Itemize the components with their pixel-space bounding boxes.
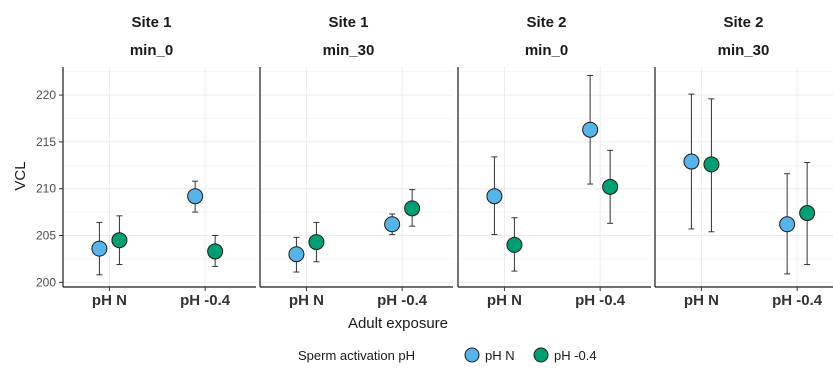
point-ph-minus-0-4-ph-minus-0-4 — [404, 200, 421, 217]
point-ph-n-ph-minus-0-4 — [703, 156, 720, 173]
y-tick-label: 215 — [36, 135, 56, 149]
point-ph-n-ph-minus-0-4 — [111, 232, 128, 249]
point-ph-n-ph-minus-0-4 — [308, 234, 325, 251]
strip-title-top: Site 2 — [723, 14, 763, 31]
labels-layer: Site 1 min_0 pH N pH -0.4 Site 1 min_30 pH N pH… — [36, 14, 823, 309]
legend-key-ph-minus-0-4 — [533, 347, 549, 363]
point-ph-n-ph-n — [683, 153, 700, 170]
x-axis-title: Adult exposure — [348, 315, 448, 332]
points-layer — [91, 121, 816, 263]
point-ph-minus-0-4-ph-n — [779, 216, 796, 233]
strip-title-bottom: min_30 — [718, 42, 770, 59]
x-tick-label: pH -0.4 — [575, 292, 626, 309]
errorbar-layer — [96, 74, 811, 276]
x-tick-label: pH N — [487, 292, 522, 309]
point-ph-minus-0-4-ph-minus-0-4 — [799, 205, 816, 222]
strip-title-top: Site 1 — [328, 14, 368, 31]
strip-title-bottom: min_0 — [130, 42, 173, 59]
point-ph-minus-0-4-ph-n — [582, 121, 599, 138]
x-tick-label: pH N — [289, 292, 324, 309]
grid-layer — [63, 67, 833, 287]
y-tick-label: 220 — [36, 88, 56, 102]
x-tick-label: pH -0.4 — [180, 292, 231, 309]
x-tick-label: pH N — [92, 292, 127, 309]
y-tick-label: 210 — [36, 182, 56, 196]
x-tick-label: pH -0.4 — [377, 292, 428, 309]
y-axis-title: VCL — [12, 161, 29, 190]
x-tick-label: pH -0.4 — [772, 292, 823, 309]
strip-title-bottom: min_30 — [323, 42, 375, 59]
strip-title-top: Site 2 — [526, 14, 566, 31]
y-tick-label: 205 — [36, 229, 56, 243]
point-ph-n-ph-n — [288, 246, 305, 263]
strip-title-top: Site 1 — [131, 14, 171, 31]
point-ph-n-ph-n — [486, 188, 503, 205]
point-ph-n-ph-n — [91, 240, 108, 257]
axes-layer — [59, 67, 833, 291]
legend-label-ph-n: pH N — [485, 348, 515, 363]
point-ph-n-ph-minus-0-4 — [506, 236, 523, 253]
point-ph-minus-0-4-ph-n — [187, 188, 204, 205]
legend-title: Sperm activation pH — [298, 348, 415, 363]
point-ph-minus-0-4-ph-n — [384, 216, 401, 233]
legend-label-ph-minus-0-4: pH -0.4 — [554, 348, 597, 363]
point-ph-minus-0-4-ph-minus-0-4 — [207, 243, 224, 260]
y-tick-label: 200 — [36, 275, 56, 289]
legend-key-ph-n — [464, 347, 480, 363]
point-ph-minus-0-4-ph-minus-0-4 — [602, 178, 619, 195]
legend: Sperm activation pH pH N pH -0.4 — [298, 347, 597, 363]
x-tick-label: pH N — [684, 292, 719, 309]
strip-title-bottom: min_0 — [525, 42, 568, 59]
